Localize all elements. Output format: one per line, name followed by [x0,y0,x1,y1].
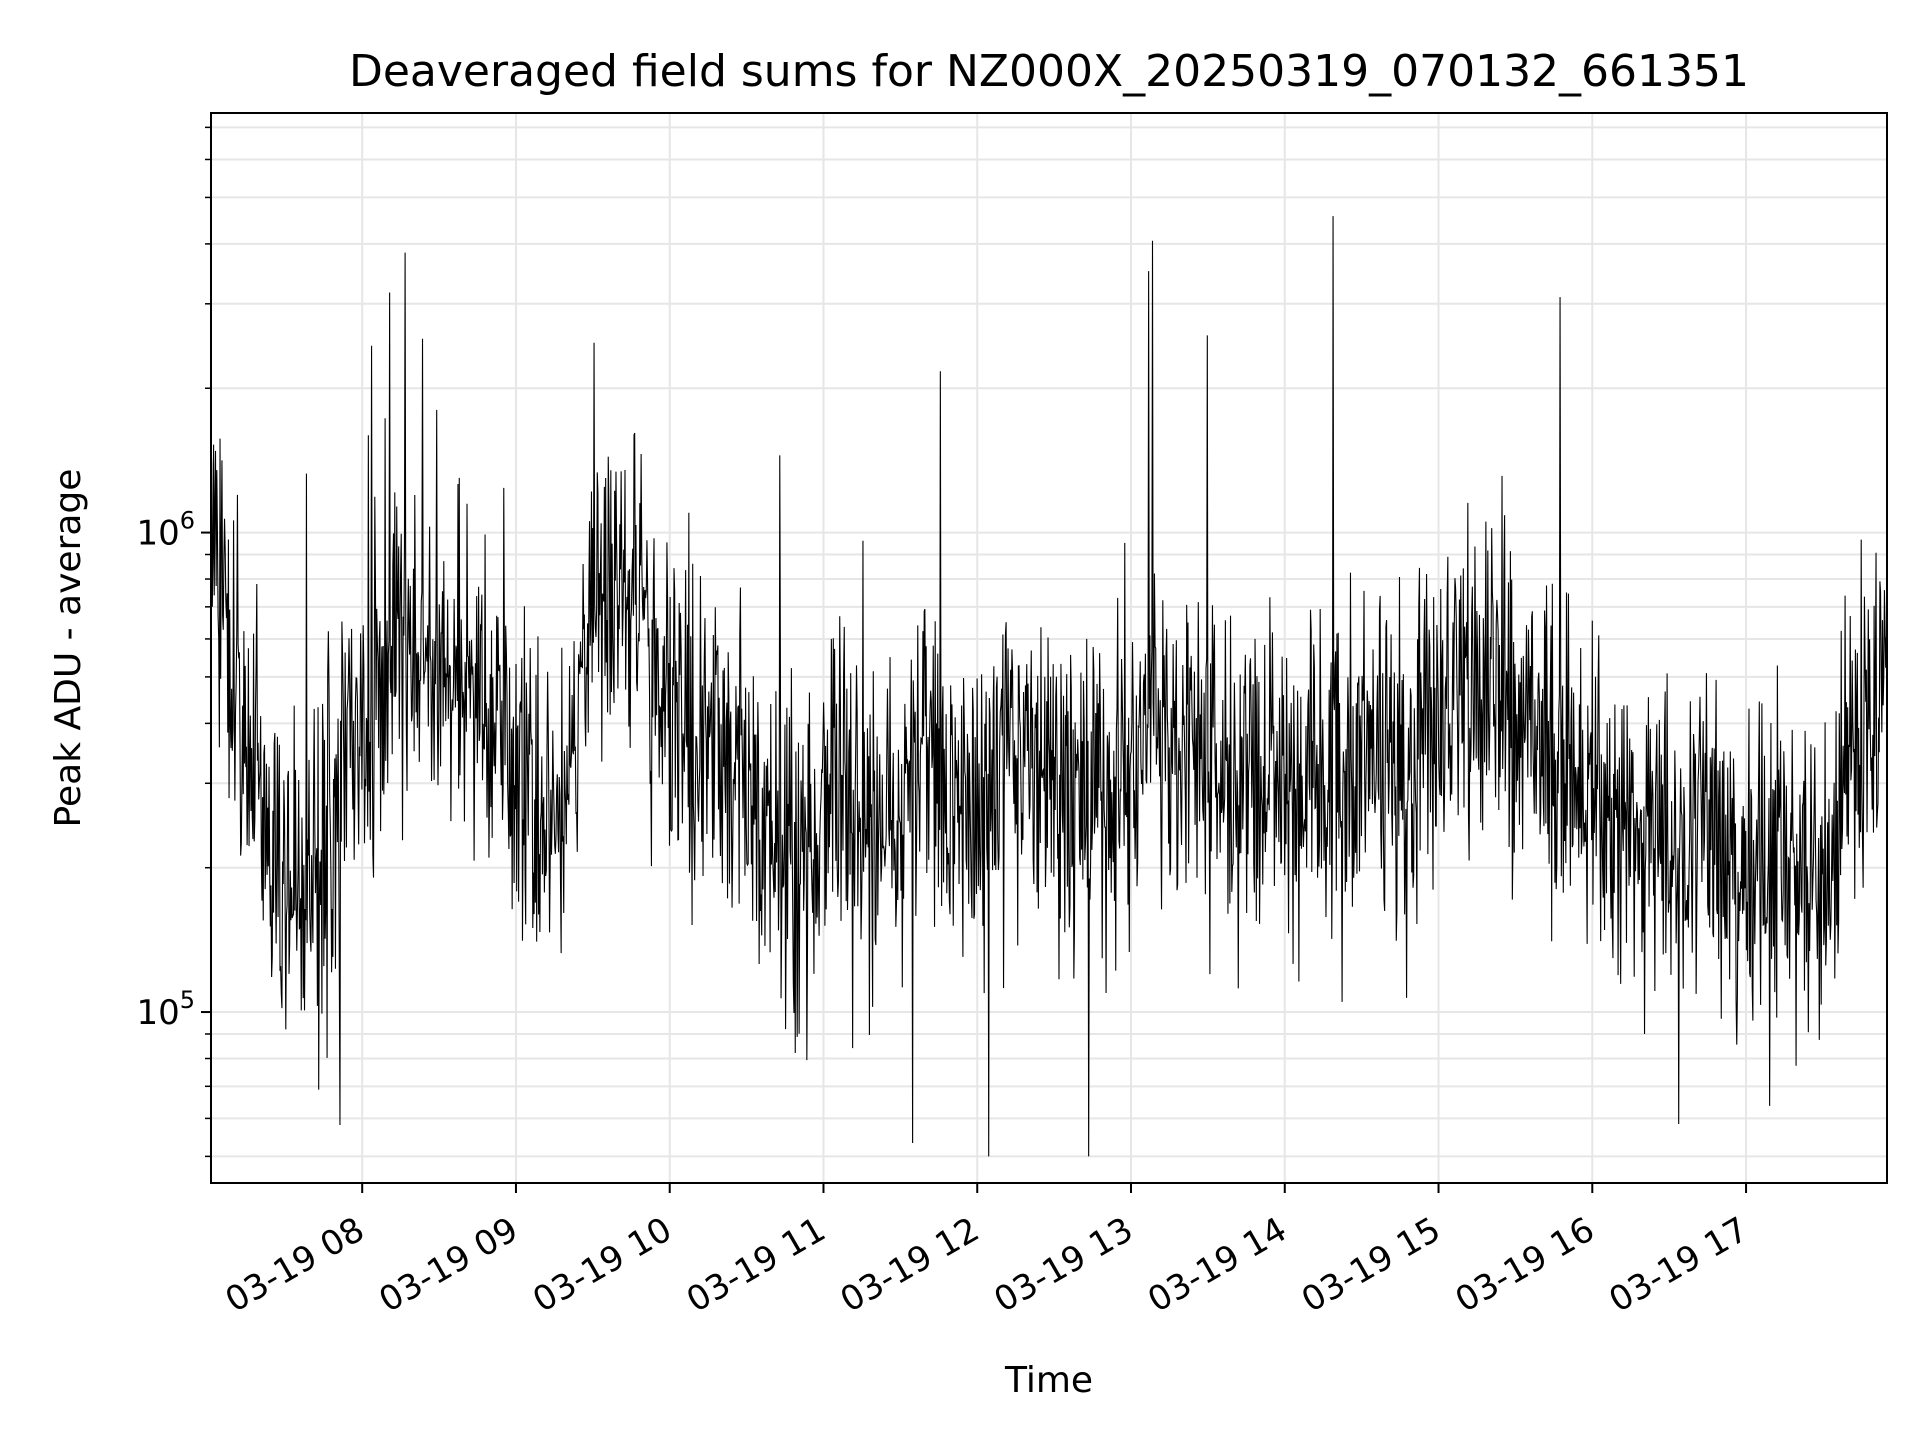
chart-title: Deaveraged field sums for NZ000X_2025031… [349,46,1749,97]
data-series [210,216,1888,1157]
y-tick-label: 105 [136,986,195,1033]
series-line [210,216,1888,1157]
y-axis-label: Peak ADU - average [48,469,89,828]
y-tick-label: 106 [136,507,195,554]
plot-frame [210,112,1888,1184]
x-axis-label: Time [1004,1360,1093,1401]
